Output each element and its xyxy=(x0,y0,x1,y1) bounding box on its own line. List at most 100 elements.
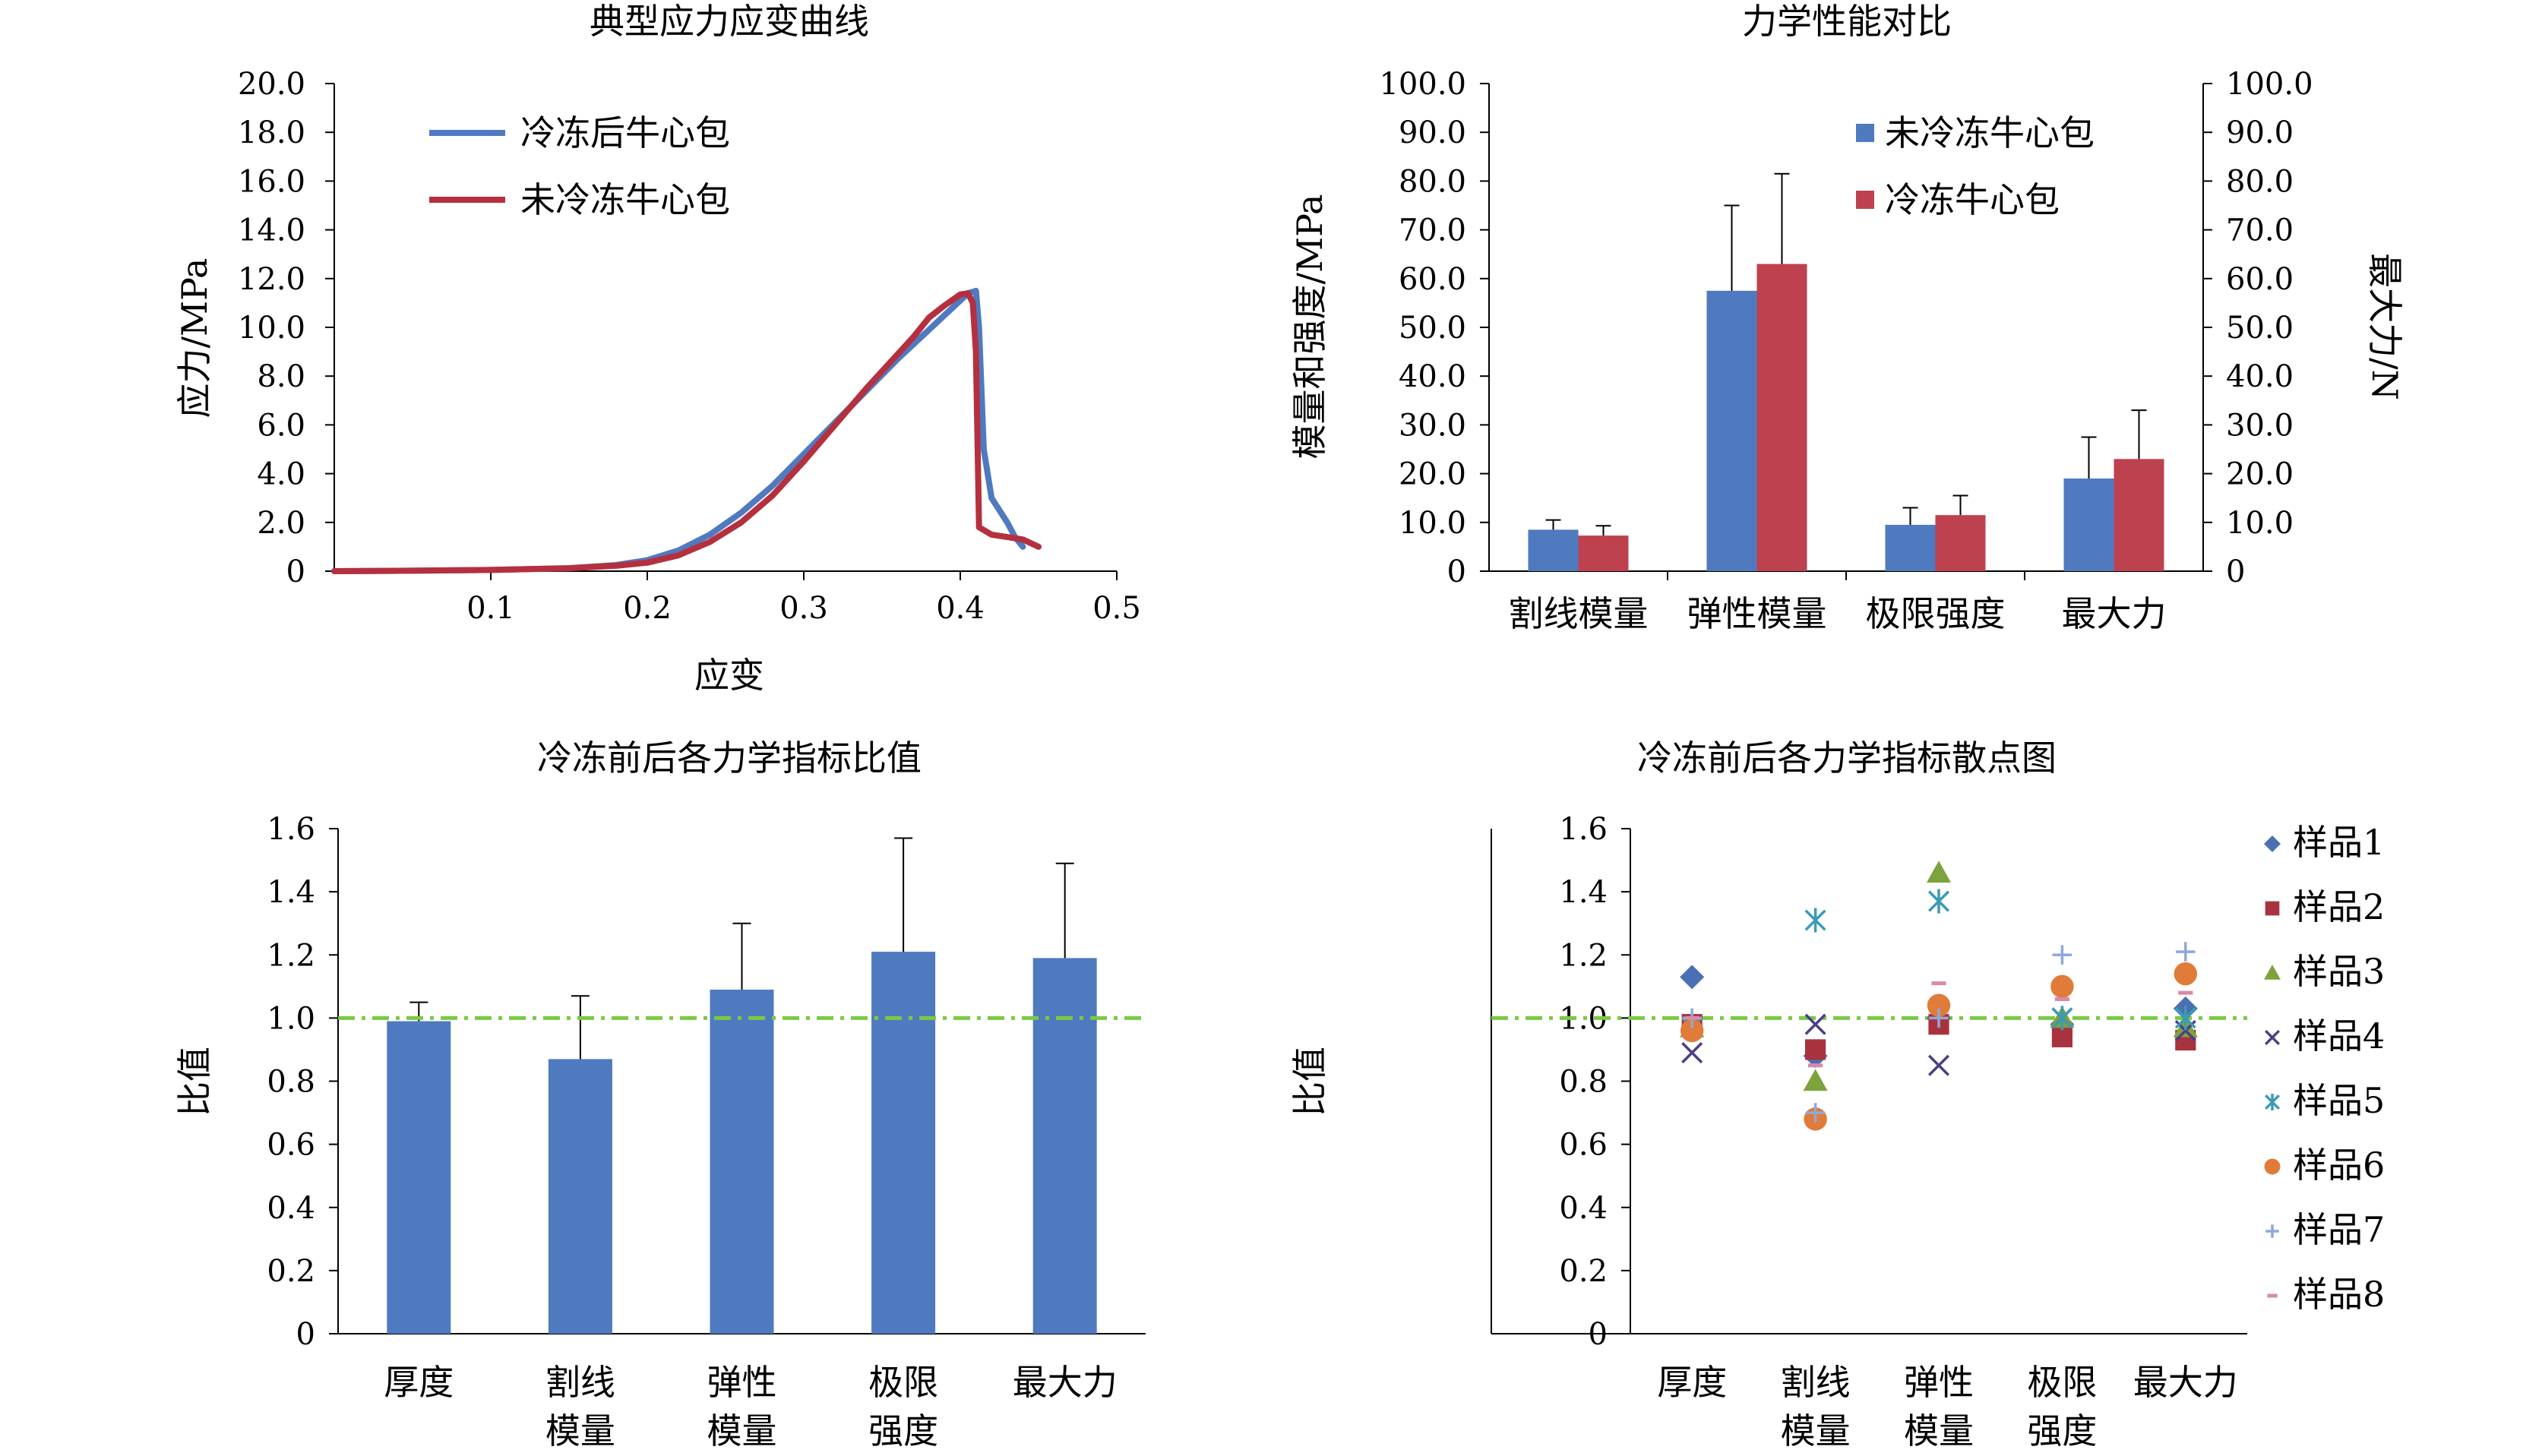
ratio-bar-svg: 冷冻前后各力学指标比值 比值 0 0.2 0.4 0.6 0.8 1.0 1.2 1.4 1.6… xyxy=(174,737,1146,1451)
legend-label-6: 样品6 xyxy=(2293,1145,2385,1186)
y-tick-label: 20.0 xyxy=(238,67,305,102)
scatter-point xyxy=(1927,1054,1950,1076)
bar xyxy=(548,1059,612,1334)
y-tick-label: 0.8 xyxy=(267,1065,315,1100)
category-label: 强度 xyxy=(2027,1410,2097,1451)
y-tick-label: 40.0 xyxy=(1399,359,1466,394)
y2-tick-label: 40.0 xyxy=(2226,359,2294,394)
y-tick-label: 0.2 xyxy=(1559,1254,1608,1289)
y-tick-label: 1.6 xyxy=(267,812,315,847)
scatter-point xyxy=(2051,1006,2073,1031)
scatter-point xyxy=(2174,1006,2196,1031)
scatter-point xyxy=(1927,889,1950,914)
legend-label-8: 样品8 xyxy=(2293,1274,2385,1315)
y-tick-label: 90.0 xyxy=(1399,115,1466,150)
legend-swatch-1 xyxy=(1856,124,1874,142)
bar xyxy=(1885,525,1936,571)
category-label: 厚度 xyxy=(384,1362,454,1403)
scatter-point xyxy=(1927,993,1951,1017)
y-tick-label: 0.6 xyxy=(267,1128,315,1163)
bar xyxy=(2063,478,2114,571)
bar xyxy=(1706,290,1757,571)
y-tick-label: 0.8 xyxy=(1559,1065,1608,1100)
y-tick-label: 1.4 xyxy=(267,875,315,910)
scatter-point xyxy=(2052,945,2072,965)
bar xyxy=(2114,459,2164,571)
scatter-point xyxy=(1805,1103,1826,1123)
category-label: 模量 xyxy=(1904,1410,1974,1451)
scatter-point xyxy=(1929,1008,1949,1028)
legend-marker-7 xyxy=(2265,1224,2279,1238)
y2-tick-label: 10.0 xyxy=(2226,506,2294,541)
scatter-point xyxy=(1804,1013,1826,1035)
y-tick-label: 8.0 xyxy=(257,359,305,394)
x-tick-label: 0.3 xyxy=(779,591,828,626)
scatter-point xyxy=(2176,942,2196,962)
category-label: 模量 xyxy=(707,1410,777,1451)
category-label: 极限强度 xyxy=(1866,593,2006,634)
category-label: 极限 xyxy=(868,1362,938,1403)
mechanical-comparison-chart: 力学性能对比 模量和强度/MPa 最大力/N 0 10.0 20.0 30.0 40.0… xyxy=(1271,0,2542,726)
y-tick-label: 1.6 xyxy=(1559,812,1608,847)
category-label: 最大力 xyxy=(2133,1362,2238,1403)
category-label: 极限 xyxy=(2027,1362,2097,1403)
y-tick-label: 0 xyxy=(286,554,305,589)
y-tick-label: 12.0 xyxy=(238,262,305,297)
y-tick-label: 0 xyxy=(296,1317,315,1352)
bar xyxy=(1756,264,1807,571)
y2-tick-label: 80.0 xyxy=(2226,164,2294,199)
y-tick-label: 18.0 xyxy=(238,115,305,150)
ratio-scatter-svg: 冷冻前后各力学指标散点图 比值 00.20.40.60.81.01.21.41.… xyxy=(1289,737,2385,1451)
y2-tick-label: 60.0 xyxy=(2226,262,2294,297)
x-tick-label: 0.4 xyxy=(936,591,985,626)
category-label: 模量 xyxy=(545,1410,615,1451)
category-label: 厚度 xyxy=(1657,1362,1727,1403)
chart-title: 冷冻前后各力学指标比值 xyxy=(537,737,922,779)
category-label: 弹性 xyxy=(1904,1362,1974,1403)
bar xyxy=(1032,958,1097,1334)
bar xyxy=(1935,515,1986,571)
y2-tick-label: 50.0 xyxy=(2226,311,2294,346)
y-tick-label: 4.0 xyxy=(257,457,305,492)
legend-label-2: 样品2 xyxy=(2293,886,2385,927)
y-tick-label: 6.0 xyxy=(257,408,305,443)
legend-marker-5 xyxy=(2264,1094,2281,1110)
ratio-scatter-chart: 冷冻前后各力学指标散点图 比值 0 0.2 0.4 0.6 0.8 1.0 1.2 1.4 1.… xyxy=(1271,726,2542,1453)
y2-tick-label: 70.0 xyxy=(2226,213,2294,248)
y-tick-label: 70.0 xyxy=(1399,213,1466,248)
y-tick-label: 80.0 xyxy=(1399,164,1466,199)
y-tick-label: 1.4 xyxy=(1559,875,1608,910)
x-tick-label: 0.2 xyxy=(623,591,672,626)
y2-tick-label: 100.0 xyxy=(2226,67,2313,102)
y2-tick-label: 90.0 xyxy=(2226,115,2294,150)
category-label: 模量 xyxy=(1781,1410,1851,1451)
x-tick-label: 0.5 xyxy=(1092,591,1141,626)
bar xyxy=(871,952,936,1334)
scatter-point xyxy=(2174,962,2197,986)
bar xyxy=(387,1021,451,1334)
legend-marker-4 xyxy=(2264,1029,2281,1046)
legend-marker-3 xyxy=(2264,965,2281,980)
legend-label-3: 样品3 xyxy=(2293,951,2385,992)
chart-title: 典型应力应变曲线 xyxy=(590,1,869,42)
category-label: 弹性 xyxy=(707,1362,777,1403)
y-tick-label: 60.0 xyxy=(1399,262,1466,297)
scatter-point xyxy=(1804,908,1826,933)
y-tick-label: 2.0 xyxy=(257,506,305,541)
scatter-point xyxy=(1805,1039,1826,1060)
y2-tick-label: 30.0 xyxy=(2226,408,2294,443)
legend-label-1: 未冷冻牛心包 xyxy=(1885,112,2095,153)
y2-tick-label: 0 xyxy=(2226,554,2245,589)
chart-title: 力学性能对比 xyxy=(1742,1,1952,42)
legend-marker-2 xyxy=(2265,901,2280,916)
y-tick-label: 16.0 xyxy=(238,164,305,199)
y-axis-label: 模量和强度/MPa xyxy=(1289,194,1330,460)
bar xyxy=(710,989,774,1334)
scatter-point xyxy=(2050,974,2074,999)
legend-marker-6 xyxy=(2264,1158,2281,1175)
category-label: 最大力 xyxy=(1013,1362,1118,1403)
scatter-point xyxy=(1803,1069,1828,1091)
series-line-2 xyxy=(331,290,1042,574)
stress-strain-svg: 典型应力应变曲线 应力/MPa 应变 0 2.0 4.0 6.0 8.0 10.0 12.0… xyxy=(174,1,1141,696)
y-tick-label: 10.0 xyxy=(238,311,305,346)
